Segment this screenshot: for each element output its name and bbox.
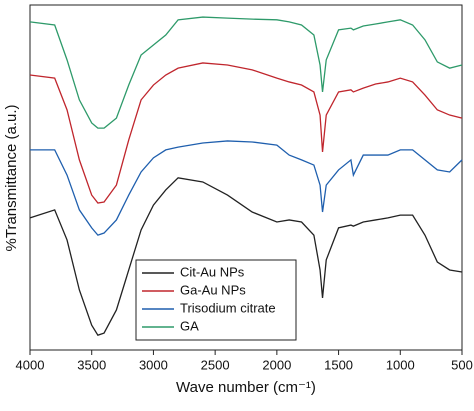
x-axis-title: Wave number (cm⁻¹) [176,379,316,396]
plot-frame [29,4,463,351]
spectrum-line [29,16,463,129]
x-tick-label: 1000 [386,357,415,372]
legend-label: GA [180,318,199,333]
legend-label: Cit-Au NPs [180,264,245,279]
x-tick-label: 1500 [324,357,353,372]
x-tick-label: 2500 [201,357,230,372]
spectrum-line [29,177,463,336]
spectrum-line [29,62,463,204]
legend-label: Ga-Au NPs [180,282,246,297]
x-tick-label: 3000 [139,357,168,372]
spectrum-line [30,140,463,236]
x-tick-label: 2000 [262,357,291,372]
x-tick-label: 500 [451,357,473,372]
legend: Cit-Au NPs Ga-Au NPs Trisodium citrate GA [135,259,297,341]
y-axis-title: %Transmittance (a.u.) [3,105,20,252]
legend-label: Trisodium citrate [180,300,276,315]
x-tick-label: 4000 [16,357,45,372]
x-tick-label: 3500 [77,357,106,372]
